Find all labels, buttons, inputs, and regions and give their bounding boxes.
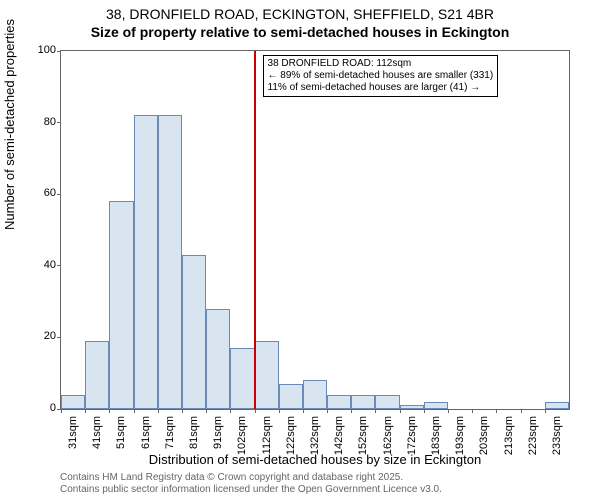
xtick-mark — [303, 409, 304, 413]
histogram-bar — [182, 255, 206, 409]
histogram-bar — [85, 341, 109, 409]
credits-line-1: Contains HM Land Registry data © Crown c… — [60, 472, 442, 484]
xtick-label: 61sqm — [140, 416, 152, 449]
annotation-line-3: 11% of semi-detached houses are larger (… — [268, 82, 494, 94]
annotation-line-2: ← 89% of semi-detached houses are smalle… — [268, 70, 494, 82]
ytick-mark — [57, 122, 61, 123]
xtick-label: 132sqm — [309, 416, 321, 455]
ytick-label: 0 — [50, 402, 56, 414]
histogram-bar — [279, 384, 303, 409]
xtick-label: 112sqm — [261, 416, 273, 454]
xtick-mark — [279, 409, 280, 413]
credits-line-2: Contains public sector information licen… — [60, 484, 442, 496]
xtick-label: 183sqm — [430, 416, 442, 455]
histogram-bar — [424, 402, 448, 409]
xtick-label: 162sqm — [382, 416, 394, 455]
histogram-bar — [230, 348, 254, 409]
xtick-mark — [545, 409, 546, 413]
xtick-label: 81sqm — [188, 416, 200, 449]
xtick-mark — [134, 409, 135, 413]
ytick-mark — [57, 337, 61, 338]
histogram-bar — [375, 395, 399, 409]
plot-area: 38 DRONFIELD ROAD: 112sqm← 89% of semi-d… — [60, 50, 570, 410]
histogram-bar — [255, 341, 279, 409]
xtick-mark — [85, 409, 86, 413]
xtick-mark — [61, 409, 62, 413]
xtick-label: 203sqm — [478, 416, 490, 455]
xtick-mark — [158, 409, 159, 413]
xtick-mark — [400, 409, 401, 413]
title-sub: Size of property relative to semi-detach… — [0, 24, 600, 40]
ytick-mark — [57, 265, 61, 266]
credits: Contains HM Land Registry data © Crown c… — [60, 472, 442, 496]
xtick-label: 31sqm — [67, 416, 79, 449]
histogram-bar — [351, 395, 375, 409]
xtick-label: 223sqm — [527, 416, 539, 455]
chart-container: 38, DRONFIELD ROAD, ECKINGTON, SHEFFIELD… — [0, 0, 600, 500]
xtick-mark — [521, 409, 522, 413]
xtick-label: 193sqm — [454, 416, 466, 455]
xtick-label: 122sqm — [285, 416, 297, 455]
histogram-bar — [109, 201, 133, 409]
xtick-label: 142sqm — [333, 416, 345, 455]
xtick-mark — [327, 409, 328, 413]
xtick-label: 152sqm — [357, 416, 369, 455]
histogram-bar — [400, 405, 424, 409]
xtick-mark — [255, 409, 256, 413]
xtick-label: 233sqm — [551, 416, 563, 455]
xtick-mark — [230, 409, 231, 413]
histogram-bar — [545, 402, 569, 409]
ytick-label: 80 — [44, 116, 56, 128]
annotation-title: 38 DRONFIELD ROAD: 112sqm — [268, 58, 494, 70]
ytick-mark — [57, 51, 61, 52]
histogram-bar — [303, 380, 327, 409]
xtick-label: 213sqm — [503, 416, 515, 455]
histogram-bar — [61, 395, 85, 409]
xtick-mark — [496, 409, 497, 413]
marker-line — [254, 51, 256, 409]
histogram-bar — [158, 115, 182, 409]
ytick-label: 60 — [44, 187, 56, 199]
y-axis-label: Number of semi-detached properties — [2, 19, 17, 230]
xtick-label: 41sqm — [91, 416, 103, 449]
xtick-mark — [424, 409, 425, 413]
xtick-mark — [448, 409, 449, 413]
histogram-bar — [206, 309, 230, 409]
xtick-label: 172sqm — [406, 416, 418, 455]
xtick-label: 71sqm — [164, 416, 176, 449]
histogram-bar — [134, 115, 158, 409]
ytick-mark — [57, 194, 61, 195]
xtick-mark — [109, 409, 110, 413]
xtick-mark — [351, 409, 352, 413]
xtick-label: 91sqm — [212, 416, 224, 449]
ytick-label: 40 — [44, 259, 56, 271]
xtick-label: 51sqm — [115, 416, 127, 449]
ytick-label: 100 — [38, 44, 56, 56]
histogram-bar — [327, 395, 351, 409]
xtick-mark — [182, 409, 183, 413]
annotation-box: 38 DRONFIELD ROAD: 112sqm← 89% of semi-d… — [263, 55, 499, 97]
title-main: 38, DRONFIELD ROAD, ECKINGTON, SHEFFIELD… — [0, 6, 600, 22]
xtick-mark — [472, 409, 473, 413]
ytick-label: 20 — [44, 330, 56, 342]
xtick-mark — [206, 409, 207, 413]
xtick-label: 102sqm — [236, 416, 248, 455]
xtick-mark — [375, 409, 376, 413]
